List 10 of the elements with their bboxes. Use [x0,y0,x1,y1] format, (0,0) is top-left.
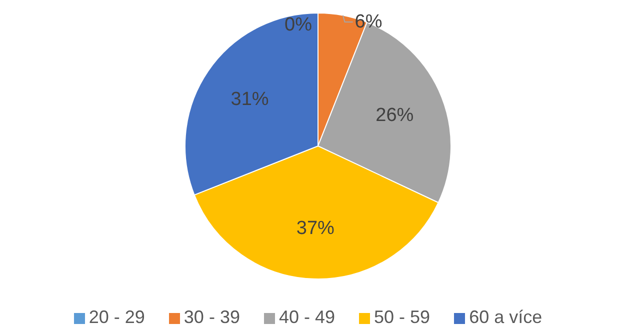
legend-label: 30 - 39 [184,307,240,327]
data-label: 6% [354,12,382,32]
legend-label: 40 - 49 [278,307,336,327]
data-label: 31% [230,89,269,110]
text: 0% [284,14,312,36]
data-label: 26% [376,105,414,126]
legend-label: 60 a více [469,307,542,327]
data-label: 37% [296,218,335,239]
legend-label: 50 - 59 [374,307,430,327]
legend-label: 20 - 29 [88,307,145,327]
